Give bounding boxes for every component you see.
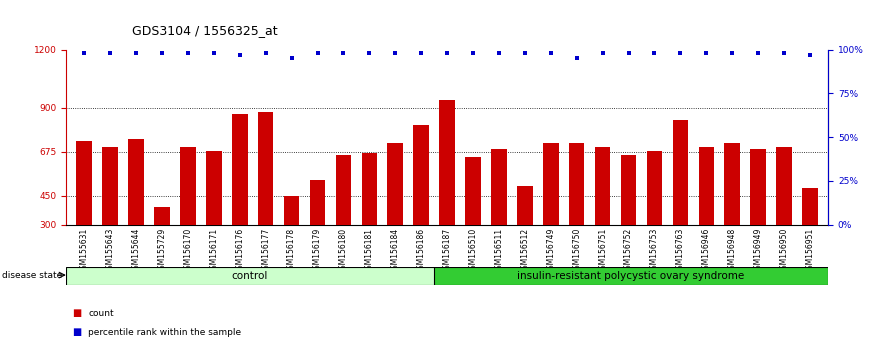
Text: percentile rank within the sample: percentile rank within the sample xyxy=(88,327,241,337)
Bar xyxy=(776,147,792,283)
Text: ■: ■ xyxy=(72,327,81,337)
Bar xyxy=(434,267,828,285)
Bar xyxy=(154,207,170,283)
Bar xyxy=(569,143,584,283)
Bar xyxy=(66,267,434,285)
Bar xyxy=(102,147,118,283)
Bar xyxy=(465,156,481,283)
Bar xyxy=(517,186,533,283)
Bar xyxy=(388,143,403,283)
Text: ■: ■ xyxy=(72,308,81,318)
Bar xyxy=(336,155,352,283)
Bar xyxy=(751,149,766,283)
Bar xyxy=(672,120,688,283)
Text: GDS3104 / 1556325_at: GDS3104 / 1556325_at xyxy=(132,24,278,37)
Bar xyxy=(284,195,300,283)
Text: control: control xyxy=(232,271,268,281)
Bar xyxy=(440,100,455,283)
Bar xyxy=(232,114,248,283)
Bar xyxy=(492,149,507,283)
Bar xyxy=(129,139,144,283)
Text: count: count xyxy=(88,309,114,318)
Bar xyxy=(361,153,377,283)
Bar xyxy=(803,188,818,283)
Bar xyxy=(77,141,92,283)
Bar xyxy=(413,126,429,283)
Bar xyxy=(595,147,611,283)
Bar xyxy=(206,151,222,283)
Text: insulin-resistant polycystic ovary syndrome: insulin-resistant polycystic ovary syndr… xyxy=(517,271,744,281)
Bar xyxy=(699,147,714,283)
Bar xyxy=(543,143,559,283)
Bar xyxy=(647,151,663,283)
Bar xyxy=(724,143,740,283)
Bar xyxy=(180,147,196,283)
Bar xyxy=(621,155,636,283)
Bar xyxy=(258,112,273,283)
Bar xyxy=(310,180,325,283)
Text: disease state: disease state xyxy=(2,271,62,280)
